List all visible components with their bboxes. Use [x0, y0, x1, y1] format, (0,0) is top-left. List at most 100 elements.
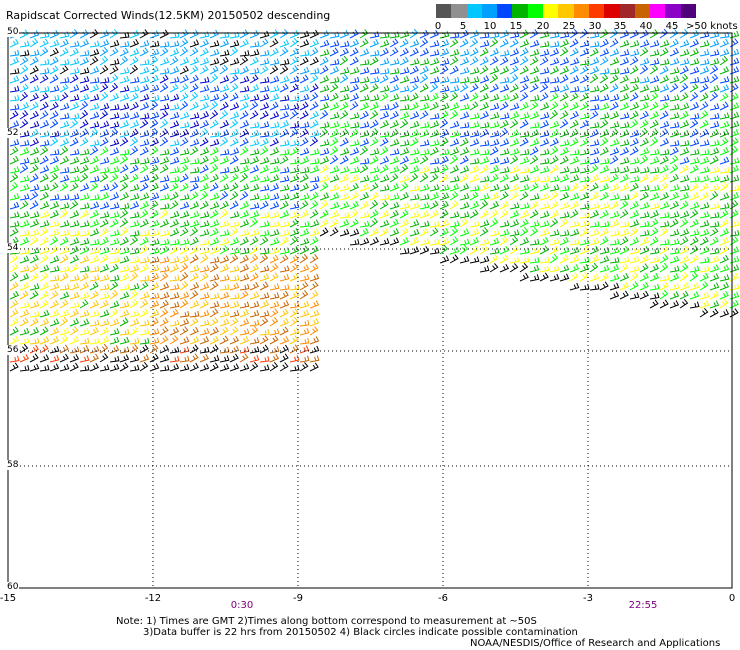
- wind-barb: [59, 363, 70, 372]
- wind-barb: [79, 49, 90, 57]
- wind-barb: [439, 85, 450, 93]
- wind-barb: [29, 147, 40, 156]
- wind-barb: [509, 263, 519, 273]
- wind-barb: [29, 49, 40, 57]
- wind-barb: [79, 38, 90, 48]
- wind-barb: [719, 254, 729, 264]
- wind-barb: [199, 282, 210, 291]
- wind-barb: [399, 139, 410, 147]
- wind-barb: [159, 272, 169, 282]
- wind-barb: [19, 139, 30, 147]
- wind-barb: [579, 119, 589, 129]
- wind-barb: [559, 119, 569, 129]
- wind-barb: [209, 48, 220, 57]
- wind-barb: [229, 191, 239, 201]
- wind-barb: [729, 246, 740, 255]
- wind-barb: [119, 354, 130, 363]
- wind-barb: [269, 246, 280, 255]
- wind-barb: [119, 265, 130, 273]
- wind-barb: [169, 210, 180, 219]
- wind-barb: [569, 220, 580, 228]
- wind-barb: [209, 192, 220, 201]
- wind-barb: [89, 48, 100, 57]
- wind-barb: [69, 113, 80, 120]
- wind-barb: [309, 56, 319, 66]
- wind-barb: [119, 236, 129, 246]
- wind-barb: [139, 146, 149, 156]
- wind-barb: [429, 220, 440, 228]
- wind-barb: [459, 111, 470, 120]
- wind-barb: [719, 129, 730, 138]
- wind-barb: [229, 363, 240, 372]
- wind-barb: [109, 58, 120, 66]
- wind-barb: [9, 146, 19, 156]
- wind-barb: [9, 110, 19, 120]
- wind-barb: [489, 217, 499, 228]
- wind-barb: [329, 201, 340, 210]
- wind-barb: [399, 248, 410, 255]
- wind-barb: [379, 210, 390, 219]
- wind-barb: [289, 192, 300, 201]
- wind-barb: [119, 217, 129, 228]
- wind-barb: [9, 290, 20, 300]
- wind-barb: [519, 262, 529, 273]
- wind-barb: [249, 281, 260, 291]
- wind-barb: [239, 110, 249, 120]
- wind-barb: [299, 85, 310, 93]
- wind-barb: [379, 119, 390, 129]
- wind-barb: [329, 210, 340, 219]
- wind-barb: [369, 148, 380, 156]
- wind-barb: [289, 29, 300, 39]
- wind-barb: [219, 237, 230, 246]
- wind-barb: [49, 165, 60, 174]
- wind-barb: [449, 175, 460, 183]
- wind-barb: [589, 47, 599, 57]
- wind-barb: [39, 110, 49, 120]
- wind-barb: [309, 92, 319, 102]
- wind-barb: [279, 184, 290, 192]
- wind-barb: [489, 183, 500, 192]
- wind-barb: [409, 156, 420, 165]
- wind-barb: [289, 364, 300, 372]
- wind-barb: [609, 173, 619, 183]
- wind-barb: [279, 247, 290, 255]
- wind-barb: [659, 220, 670, 228]
- wind-barb: [279, 308, 289, 318]
- wind-barb: [199, 299, 209, 309]
- wind-barb: [29, 65, 39, 75]
- wind-barb: [649, 299, 659, 309]
- wind-barb: [149, 363, 160, 372]
- wind-barb: [599, 137, 609, 147]
- wind-barb: [259, 364, 270, 372]
- wind-barb: [149, 137, 160, 147]
- wind-barb: [209, 362, 219, 372]
- wind-barb: [339, 201, 350, 210]
- wind-barb: [219, 310, 230, 318]
- wind-barb: [389, 218, 399, 228]
- wind-barb: [259, 58, 270, 66]
- wind-barb: [539, 245, 549, 255]
- wind-barb: [699, 256, 710, 264]
- wind-barb: [29, 344, 39, 354]
- legend-swatch: [558, 4, 575, 18]
- wind-barb: [289, 335, 299, 345]
- wind-barb: [489, 130, 500, 138]
- wind-barb: [109, 318, 120, 327]
- wind-barb: [109, 345, 120, 354]
- wind-barb: [269, 254, 279, 264]
- wind-barb: [309, 309, 320, 318]
- wind-barb: [689, 164, 699, 174]
- wind-barb: [659, 245, 669, 255]
- wind-barb: [179, 291, 190, 300]
- wind-barb: [339, 30, 350, 39]
- wind-barb: [349, 139, 360, 147]
- wind-barb: [159, 203, 170, 210]
- wind-barb: [649, 148, 660, 156]
- wind-barb: [539, 67, 550, 75]
- wind-barb: [519, 191, 529, 201]
- wind-barb: [539, 272, 549, 282]
- wind-barb: [319, 227, 329, 237]
- wind-barb: [19, 56, 29, 66]
- wind-barb: [109, 363, 120, 372]
- wind-barb: [719, 202, 730, 210]
